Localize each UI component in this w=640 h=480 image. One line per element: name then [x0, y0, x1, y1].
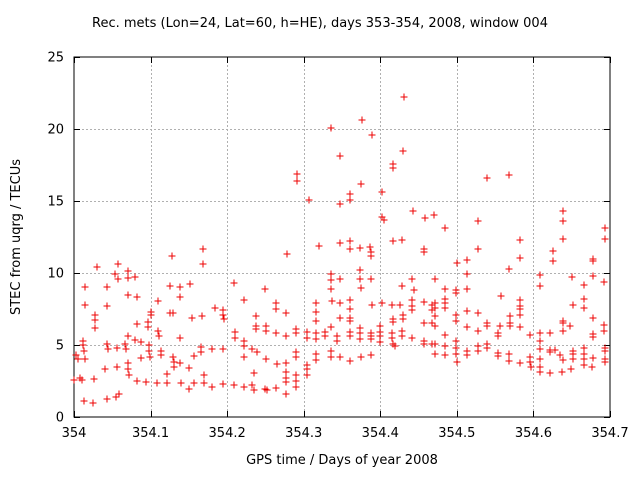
y-tick-label: 0: [56, 411, 64, 426]
y-tick-label: 15: [47, 195, 64, 210]
x-tick-label: 354.7: [591, 426, 628, 441]
x-tick-label: 354.6: [515, 426, 552, 441]
y-tick-label: 5: [56, 339, 64, 354]
plot-border: [73, 56, 611, 418]
x-tick-label: 354: [62, 426, 87, 441]
axis-ticks: [74, 57, 611, 418]
x-tick-label: 354.5: [438, 426, 475, 441]
x-tick-label: 354.3: [285, 426, 322, 441]
y-tick-label: 25: [47, 51, 64, 66]
x-tick-labels: 354 354.1 354.2 354.3 354.4 354.5 354.6 354.7: [62, 426, 629, 441]
y-axis-label: STEC from uqrg / TECUs: [9, 159, 24, 315]
x-axis-label: GPS time / Days of year 2008: [246, 453, 438, 468]
data-points: [70, 93, 609, 407]
x-tick-label: 354.4: [362, 426, 399, 441]
y-tick-label: 20: [47, 123, 64, 138]
data-point-markers: [70, 93, 609, 407]
x-tick-label: 354.1: [132, 426, 169, 441]
y-tick-label: 10: [47, 267, 64, 282]
chart-title: Rec. mets (Lon=24, Lat=60, h=HE), days 3…: [92, 16, 548, 31]
y-tick-labels: 0 5 10 15 20 25: [47, 51, 64, 426]
x-tick-label: 354.2: [209, 426, 246, 441]
gridlines: [74, 57, 610, 417]
